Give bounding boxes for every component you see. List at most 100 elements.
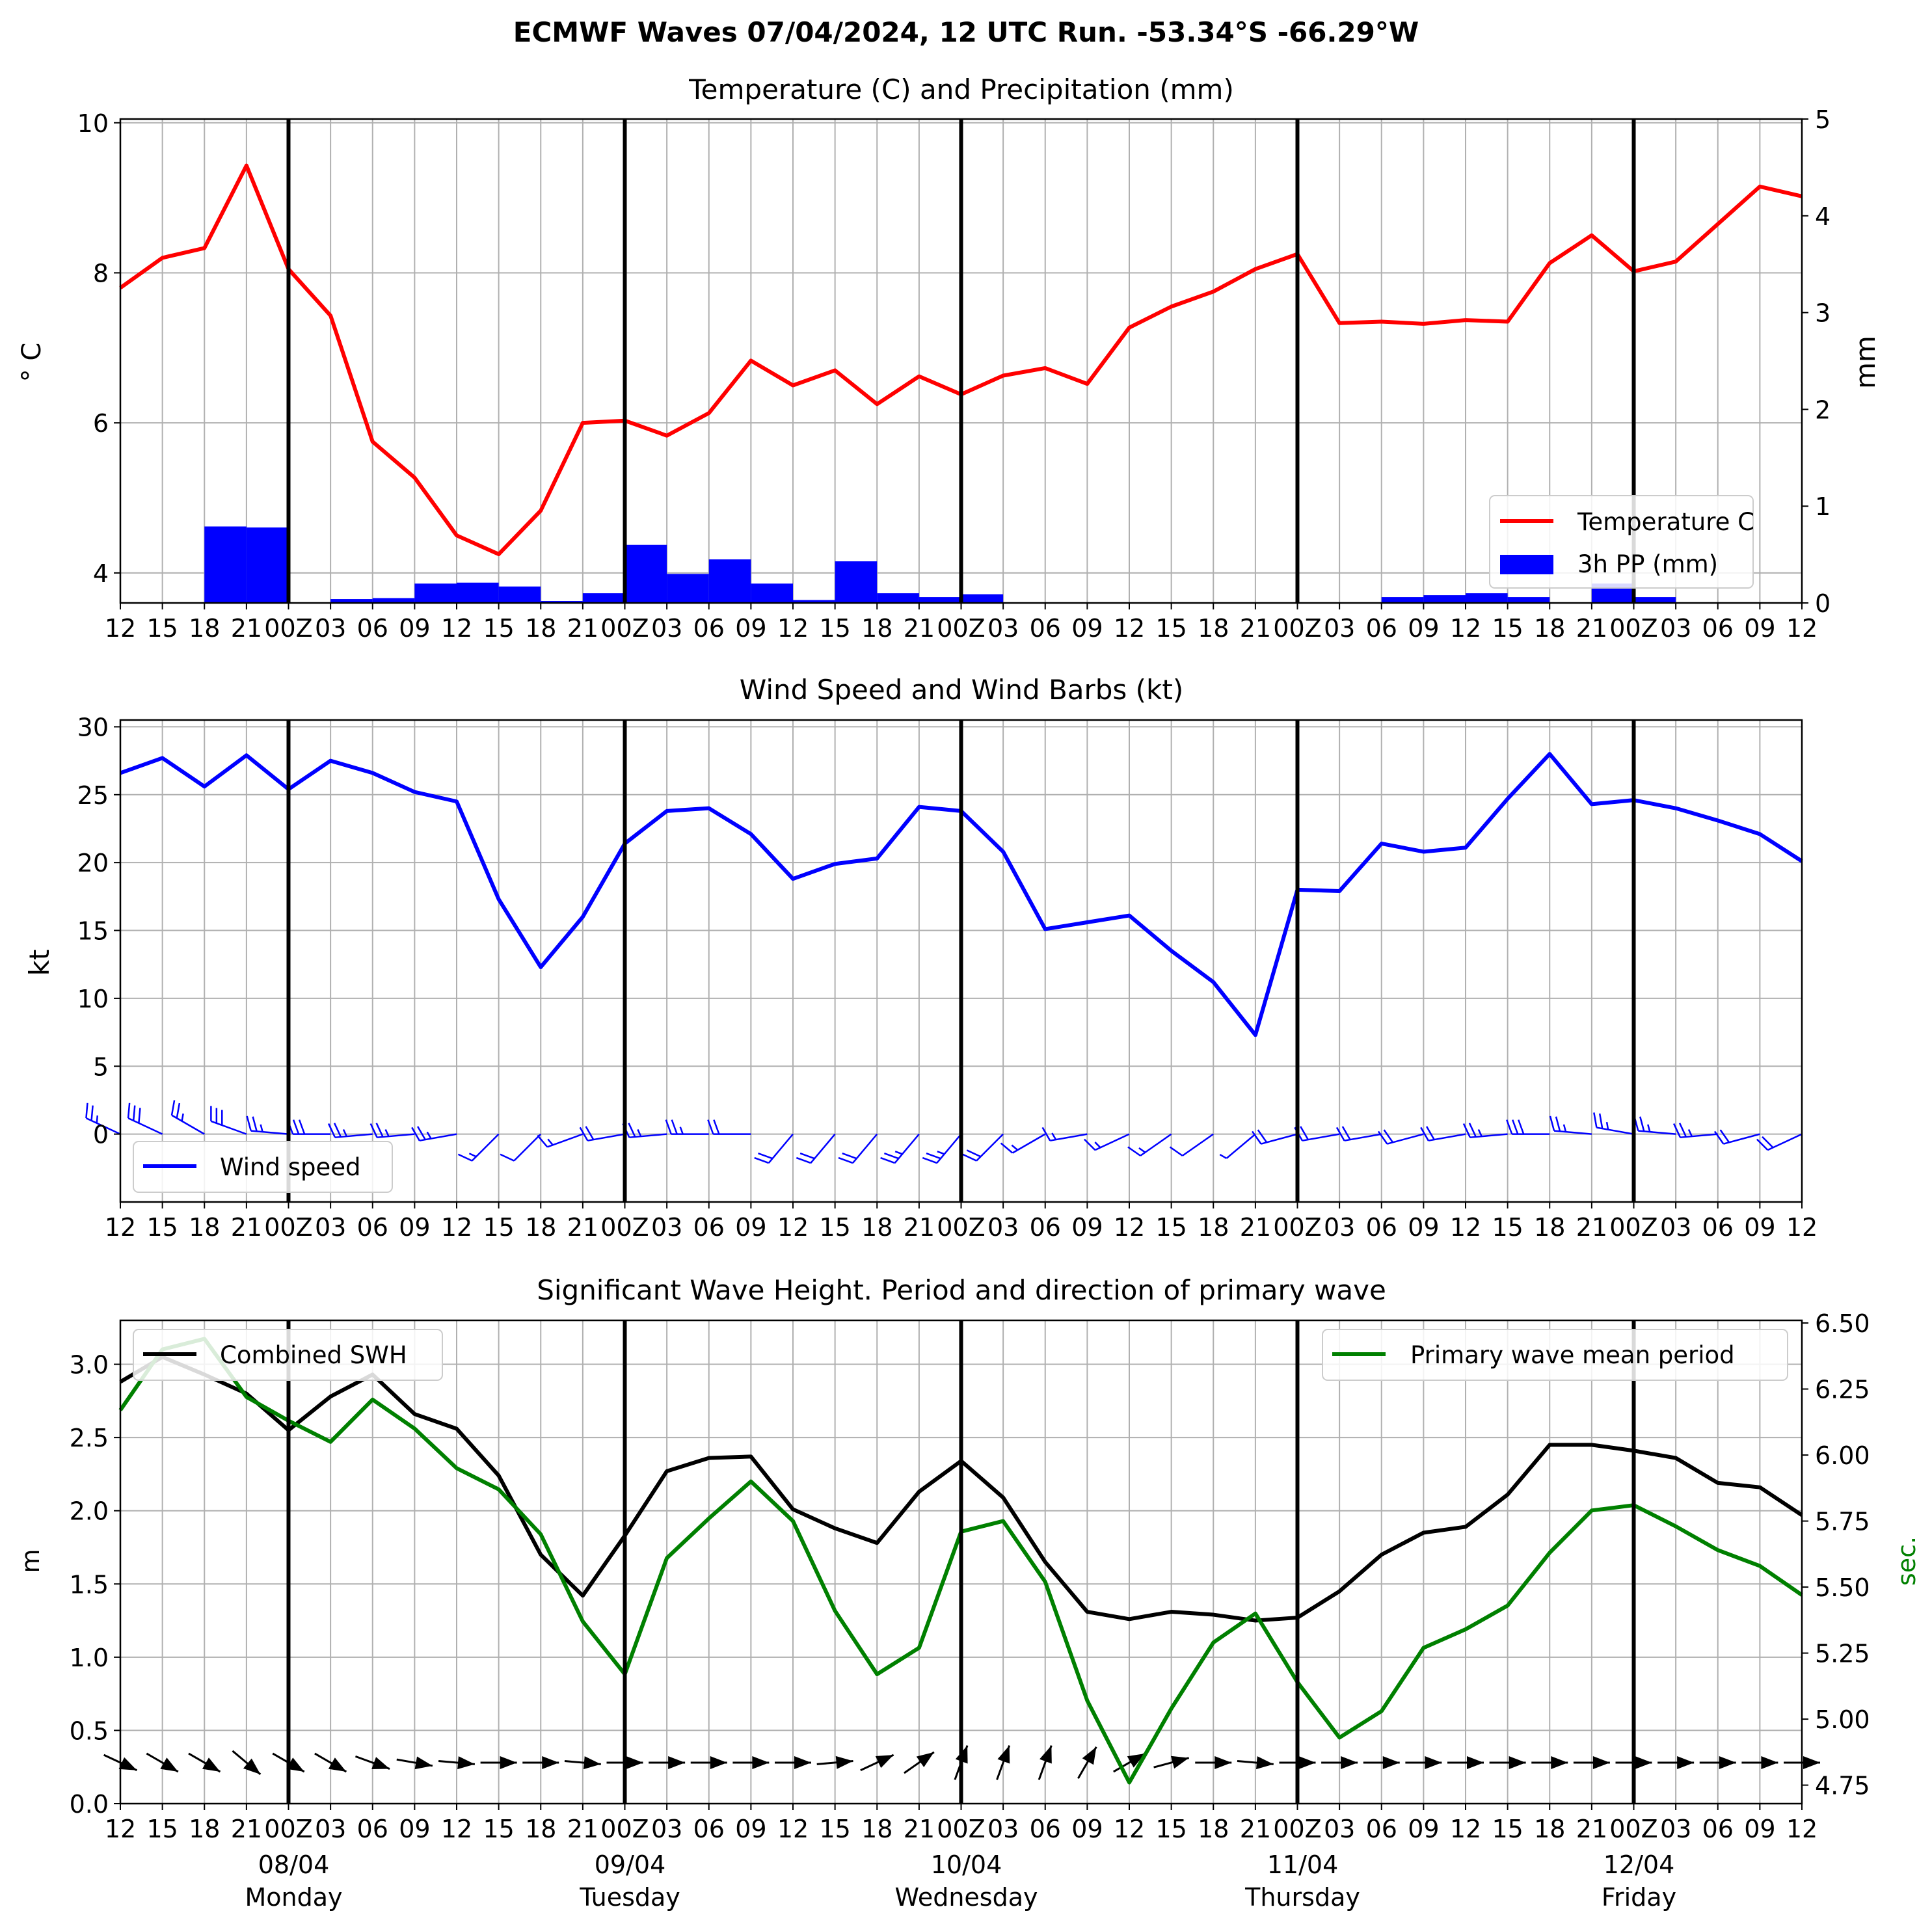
- x-tick-label: 03: [1660, 614, 1691, 643]
- wave-y-axis-label: m: [16, 1549, 45, 1573]
- wind-barb-feather: [1555, 1116, 1561, 1132]
- wave-arrow-head: [243, 1758, 261, 1774]
- precip-bar: [793, 600, 835, 603]
- temp-legend: Temperature C 3h PP (mm): [1489, 495, 1754, 589]
- x-tick-label: 09: [1071, 614, 1103, 643]
- x-tick-label: 12: [1450, 1815, 1481, 1843]
- wind-barb: [962, 1133, 1004, 1162]
- wind-y-axis-label: kt: [23, 950, 55, 976]
- x-tick-label: 18: [1198, 1815, 1229, 1843]
- wind-barb: [1127, 1133, 1172, 1156]
- x-tick-label: 18: [861, 1213, 892, 1242]
- wind-barb: [127, 1102, 163, 1135]
- wave-direction-arrow: [522, 1755, 559, 1769]
- wind-barb-half-feather: [637, 1128, 642, 1137]
- x-tick-label: 03: [1660, 1213, 1691, 1242]
- wind-barb-staff: [1182, 1133, 1214, 1156]
- wind-barb-half-feather: [937, 1151, 945, 1155]
- wind-barb: [1713, 1129, 1760, 1145]
- x-tick-label: 18: [525, 614, 556, 643]
- x-tick-label: 06: [1702, 614, 1734, 643]
- x-tick-label: 09: [1744, 614, 1775, 643]
- wave-direction-arrow: [355, 1755, 390, 1770]
- precip-bar: [204, 526, 247, 603]
- wind-barb-feather: [1341, 1126, 1351, 1140]
- wind-barb-feather: [1518, 1119, 1525, 1135]
- x-tick-label: 00Z: [1609, 614, 1657, 643]
- wind-barb-feather: [132, 1105, 136, 1121]
- y2-tick-label: 5.25: [1815, 1640, 1870, 1668]
- precip-bar: [919, 597, 961, 603]
- wind-barb-staff: [471, 1133, 500, 1162]
- wind-barb-feather: [369, 1123, 378, 1138]
- precip-bar: [498, 586, 541, 603]
- x-tick-label: 12: [441, 1213, 472, 1242]
- wind-barb-feather: [85, 1102, 88, 1119]
- wind-barb-half-feather: [1051, 1132, 1057, 1140]
- wind-barb-feather: [799, 1152, 815, 1160]
- wave-arrow-head: [1298, 1755, 1316, 1769]
- wind-barb-feather: [883, 1152, 899, 1160]
- y-tick-label: 0.0: [70, 1790, 109, 1819]
- wind-barb-feather: [880, 1156, 896, 1164]
- temp-legend-box: [1489, 495, 1754, 589]
- wind-barb-half-feather: [181, 1113, 184, 1121]
- wind-barb-feather: [298, 1119, 306, 1135]
- wave-direction-arrow: [564, 1756, 601, 1770]
- wave-direction-arrow: [1405, 1755, 1442, 1769]
- wave-arrow-head: [414, 1756, 433, 1770]
- wind-barb: [1593, 1112, 1634, 1135]
- wave-direction-arrows: [103, 1745, 1820, 1780]
- x-tick-label: 09: [735, 614, 766, 643]
- y2-tick-label: 5.50: [1815, 1573, 1870, 1602]
- wind-barb: [1252, 1129, 1298, 1145]
- precip-bar: [708, 559, 751, 603]
- x-tick-label: 21: [904, 614, 935, 643]
- wave-direction-arrow: [188, 1752, 221, 1773]
- precip-bar: [1381, 597, 1424, 603]
- wave-arrow-head: [500, 1755, 517, 1769]
- wind-barb-feather: [1549, 1115, 1555, 1131]
- x-tick-label: 21: [1240, 614, 1271, 643]
- period-legend-label: Primary wave mean period: [1410, 1341, 1735, 1369]
- wind-barb-staff: [85, 1117, 121, 1135]
- x-tick-label: 09: [1408, 1815, 1439, 1843]
- precip-bar: [877, 593, 919, 603]
- wave-direction-arrow: [1363, 1755, 1400, 1769]
- x-tick-label: 12: [1786, 1815, 1818, 1843]
- x-tick-label: 00Z: [1609, 1815, 1657, 1843]
- wind-barb-feather: [1762, 1136, 1774, 1149]
- wind-barb-half-feather: [1647, 1124, 1651, 1132]
- x-tick-label: 00Z: [600, 614, 649, 643]
- day-weekday-label: Tuesday: [579, 1883, 680, 1912]
- y2-tick-label: 3: [1815, 299, 1831, 328]
- wind-barb-feather: [1506, 1119, 1513, 1135]
- wind-barb-feather: [1252, 1130, 1262, 1145]
- day-weekday-label: Wednesday: [894, 1883, 1038, 1912]
- wave-direction-arrow: [1195, 1755, 1232, 1769]
- y2-tick-label: 5.75: [1815, 1508, 1870, 1536]
- x-tick-label: 00Z: [264, 1213, 312, 1242]
- wave-direction-arrow: [649, 1755, 686, 1769]
- x-tick-label: 06: [1366, 1815, 1397, 1843]
- wind-barb: [707, 1119, 751, 1135]
- wind-barb-staff: [810, 1133, 836, 1164]
- wind-barb: [85, 1102, 121, 1135]
- day-date-label: 12/04: [1603, 1850, 1675, 1879]
- wind-barb-feather: [1468, 1123, 1477, 1138]
- x-tick-label: 09: [1744, 1213, 1775, 1242]
- wind-barb-feather: [1084, 1138, 1096, 1151]
- wind-barb: [1756, 1133, 1803, 1151]
- wind-barb-feather: [127, 1102, 131, 1119]
- x-tick-label: 18: [189, 1815, 220, 1843]
- y2-tick-label: 5: [1815, 105, 1831, 134]
- wave-direction-arrow: [816, 1755, 853, 1769]
- wind-barb: [1041, 1127, 1088, 1141]
- wind-barb-feather: [1672, 1123, 1682, 1138]
- x-tick-label: 21: [231, 614, 262, 643]
- x-tick-label: 21: [567, 614, 598, 643]
- wind-barb: [537, 1133, 584, 1148]
- wave-direction-arrow: [232, 1750, 262, 1776]
- precip-bar: [1507, 597, 1550, 603]
- wave-arrow-head: [1509, 1755, 1526, 1769]
